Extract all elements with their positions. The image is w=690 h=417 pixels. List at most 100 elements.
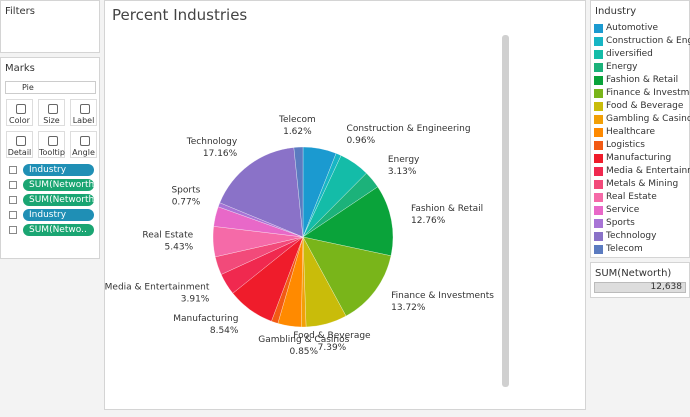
slice-label: Telecom — [278, 115, 316, 125]
slice-value-label: 5.43% — [165, 243, 194, 253]
pill-icon — [9, 166, 17, 174]
marks-panel: Marks Pie Color Size Label Detail Tooltip Ang… — [0, 57, 100, 259]
legend-label[interactable]: Fashion & Retail — [606, 75, 679, 85]
marks-title: Marks — [5, 63, 35, 74]
mark-type-dropdown[interactable]: Pie — [5, 81, 96, 94]
legend-swatch[interactable] — [594, 63, 603, 72]
legend-label[interactable]: Food & Beverage — [606, 101, 684, 111]
legend-panel: Industry Automotive Construction & Engin.… — [590, 0, 690, 258]
legend-label[interactable]: Service — [606, 205, 640, 215]
legend-label[interactable]: Metals & Mining — [606, 179, 679, 189]
mark-button[interactable]: Angle — [70, 131, 97, 158]
legend-label[interactable]: Real Estate — [606, 192, 657, 202]
pill-icon — [9, 226, 17, 234]
slice-label: Gambling & Casinos — [258, 335, 349, 345]
slice-label: Food & Beverage — [293, 331, 371, 341]
legend-swatch[interactable] — [594, 232, 603, 241]
button-icon — [80, 104, 90, 114]
slice-label: Media & Entertainment — [105, 283, 210, 293]
pill-icon — [9, 196, 17, 204]
slice-value-label: 1.62% — [283, 127, 312, 137]
legend-label[interactable]: Telecom — [606, 244, 643, 254]
mark-button[interactable]: Detail — [6, 131, 33, 158]
slice-label: Finance & Investments — [391, 291, 494, 301]
slice-label: Fashion & Retail — [411, 204, 483, 214]
slice-value-label: 3.91% — [181, 295, 210, 305]
view-panel: Percent Industries Construction & Engine… — [104, 0, 586, 410]
scrollbar[interactable] — [502, 35, 509, 387]
legend-swatch[interactable] — [594, 50, 603, 59]
legend-swatch[interactable] — [594, 89, 603, 98]
legend-swatch[interactable] — [594, 206, 603, 215]
legend-label[interactable]: Automotive — [606, 23, 659, 33]
button-icon — [16, 104, 26, 114]
slice-label: Manufacturing — [173, 314, 238, 324]
slice-label: Real Estate — [142, 231, 193, 241]
field-pill[interactable]: SUM(Networth) — [23, 179, 94, 191]
legend-swatch[interactable] — [594, 37, 603, 46]
legend-label[interactable]: diversified — [606, 49, 653, 59]
pie-slice — [302, 186, 394, 256]
field-pill[interactable]: SUM(Networth) — [23, 194, 94, 206]
slice-value-label: 0.96% — [347, 136, 376, 146]
field-pill[interactable]: Industry — [23, 209, 94, 221]
field-pill[interactable]: Industry — [23, 164, 94, 176]
slice-value-label: 3.13% — [388, 167, 417, 177]
pill-icon — [9, 181, 17, 189]
mark-button[interactable]: Color — [6, 99, 33, 126]
button-icon — [48, 136, 58, 146]
legend-swatch[interactable] — [594, 128, 603, 137]
legend-label[interactable]: Finance & Investmen... — [606, 88, 690, 98]
button-icon — [16, 136, 26, 146]
slice-value-label: 7.39% — [318, 343, 347, 353]
legend-label[interactable]: Construction & Engin... — [606, 36, 690, 46]
pill-icon — [9, 211, 17, 219]
legend-swatch[interactable] — [594, 167, 603, 176]
legend-swatch[interactable] — [594, 219, 603, 228]
slice-label: Energy — [388, 155, 420, 165]
legend-swatch[interactable] — [594, 102, 603, 111]
legend-swatch[interactable] — [594, 180, 603, 189]
slice-value-label: 13.72% — [391, 303, 426, 313]
button-icon — [80, 136, 90, 146]
legend-title: Industry — [595, 6, 637, 17]
legend-label[interactable]: Gambling & Casinos — [606, 114, 690, 124]
legend-swatch[interactable] — [594, 24, 603, 33]
slice-value-label: 0.77% — [172, 198, 201, 208]
slice-label: Sports — [171, 186, 200, 196]
legend-label[interactable]: Manufacturing — [606, 153, 672, 163]
slice-label: Construction & Engineering — [347, 124, 471, 134]
legend-label[interactable]: Energy — [606, 62, 638, 72]
pie-slice — [219, 147, 304, 238]
size-legend-value: 12,638 — [594, 282, 686, 293]
filters-panel: Filters — [0, 0, 100, 53]
slice-label: Technology — [186, 137, 238, 147]
legend-swatch[interactable] — [594, 76, 603, 85]
legend-swatch[interactable] — [594, 141, 603, 150]
legend-swatch[interactable] — [594, 245, 603, 254]
slice-value-label: 17.16% — [203, 149, 238, 159]
size-legend-title: SUM(Networth) — [595, 268, 672, 279]
legend-label[interactable]: Logistics — [606, 140, 645, 150]
mark-button[interactable]: Size — [38, 99, 65, 126]
legend-label[interactable]: Healthcare — [606, 127, 656, 137]
legend-swatch[interactable] — [594, 193, 603, 202]
pie-slice — [302, 236, 392, 317]
legend-swatch[interactable] — [594, 154, 603, 163]
chart: Percent Industries Construction & Engine… — [105, 6, 509, 387]
slice-value-label: 12.76% — [411, 216, 446, 226]
legend-swatch[interactable] — [594, 115, 603, 124]
legend-label[interactable]: Technology — [606, 231, 657, 241]
field-pill[interactable]: SUM(Netwo.. — [23, 224, 94, 236]
button-icon — [48, 104, 58, 114]
chart-title: Percent Industries — [112, 6, 247, 24]
mark-button[interactable]: Label — [70, 99, 97, 126]
legend-label[interactable]: Sports — [606, 218, 635, 228]
size-legend-panel: SUM(Networth) 12,638 — [590, 262, 690, 298]
slice-value-label: 0.85% — [289, 347, 318, 357]
filters-title: Filters — [5, 6, 35, 17]
mark-button[interactable]: Tooltip — [38, 131, 65, 158]
slice-value-label: 8.54% — [210, 326, 239, 336]
legend-label[interactable]: Media & Entertainm... — [606, 166, 690, 176]
